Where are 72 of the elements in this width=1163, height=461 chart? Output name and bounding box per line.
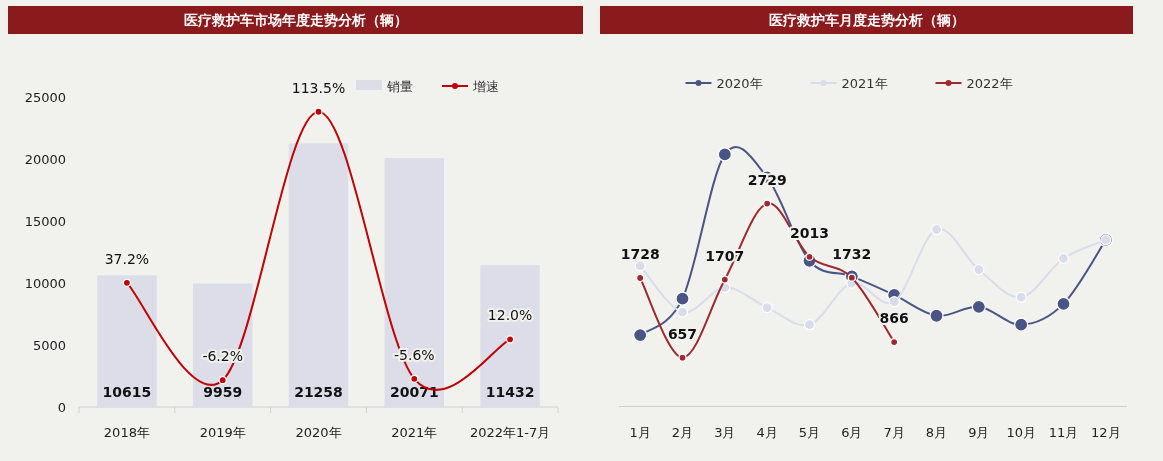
chart-title: 医疗救护车月度走势分析（辆） [768,12,965,28]
point [1014,317,1029,332]
point [803,319,816,331]
point [1015,291,1027,303]
bar [97,275,157,407]
point [636,273,645,283]
y-tick-label: 5000 [32,338,66,353]
x-tick-label: 6月 [841,424,863,440]
point [761,301,773,314]
chart-title: 医疗救护车市场年度走势分析（辆） [183,12,408,28]
point [973,264,985,276]
point [717,147,732,162]
y-tick-label: 10000 [24,276,66,291]
x-tick-label: 9月 [968,424,990,440]
point [888,296,900,308]
y-tick-label: 0 [57,400,66,415]
x-tick-label: 11月 [1048,424,1079,440]
data-label: 10615 [102,384,152,400]
data-label: 37.2% [104,250,150,267]
x-tick-label: 4月 [756,424,778,440]
point [890,337,899,347]
y-tick-label: 25000 [24,90,66,105]
x-tick-label: 12月 [1091,424,1121,440]
data-label: 11432 [485,384,535,400]
x-tick-label: 7月 [883,424,905,440]
point [634,260,646,272]
x-tick-label: 2019年 [199,425,246,440]
data-label: 9959 [203,384,243,400]
x-tick-label: 2018年 [103,425,150,440]
point [314,107,323,116]
legend-label: 增速 [472,79,499,94]
point [410,374,419,383]
data-label: 113.5% [291,79,346,96]
point [720,275,729,284]
x-tick-label: 5月 [798,424,821,440]
x-tick-label: 3月 [714,424,736,440]
bar [288,143,349,407]
bar [480,265,540,407]
point [763,199,772,208]
point [506,335,515,344]
point [218,376,227,385]
data-label: 1728 [620,245,660,262]
x-tick-label: 1月 [629,424,651,440]
legend-label: 销量 [386,79,413,94]
data-label: 1732 [832,245,872,262]
data-label: 20071 [389,384,439,400]
point [678,353,687,362]
point [929,308,944,323]
x-tick-label: 8月 [925,424,948,440]
legend-label: 2021年 [841,76,888,91]
x-tick-label: 2月 [671,424,694,440]
point [676,306,689,318]
point [122,278,131,287]
x-tick-label: 2020年 [295,425,342,440]
y-tick-label: 20000 [24,152,66,167]
data-label: 12.0% [487,307,533,324]
point [1057,252,1070,265]
data-label: 866 [879,310,909,327]
point [971,299,986,314]
x-tick-label: 10月 [1006,424,1036,440]
data-label: 657 [667,325,698,342]
bar [384,158,444,407]
legend-label: 2022年 [966,76,1013,91]
x-tick-label: 2021年 [391,425,438,440]
point [930,223,943,236]
point [633,328,648,343]
point [1056,296,1071,311]
x-tick-label: 2022年1-7月 [469,425,551,440]
data-label: 21258 [294,384,343,400]
point [675,291,690,306]
y-tick-label: 15000 [24,214,66,229]
legend-label: 2020年 [716,76,763,91]
